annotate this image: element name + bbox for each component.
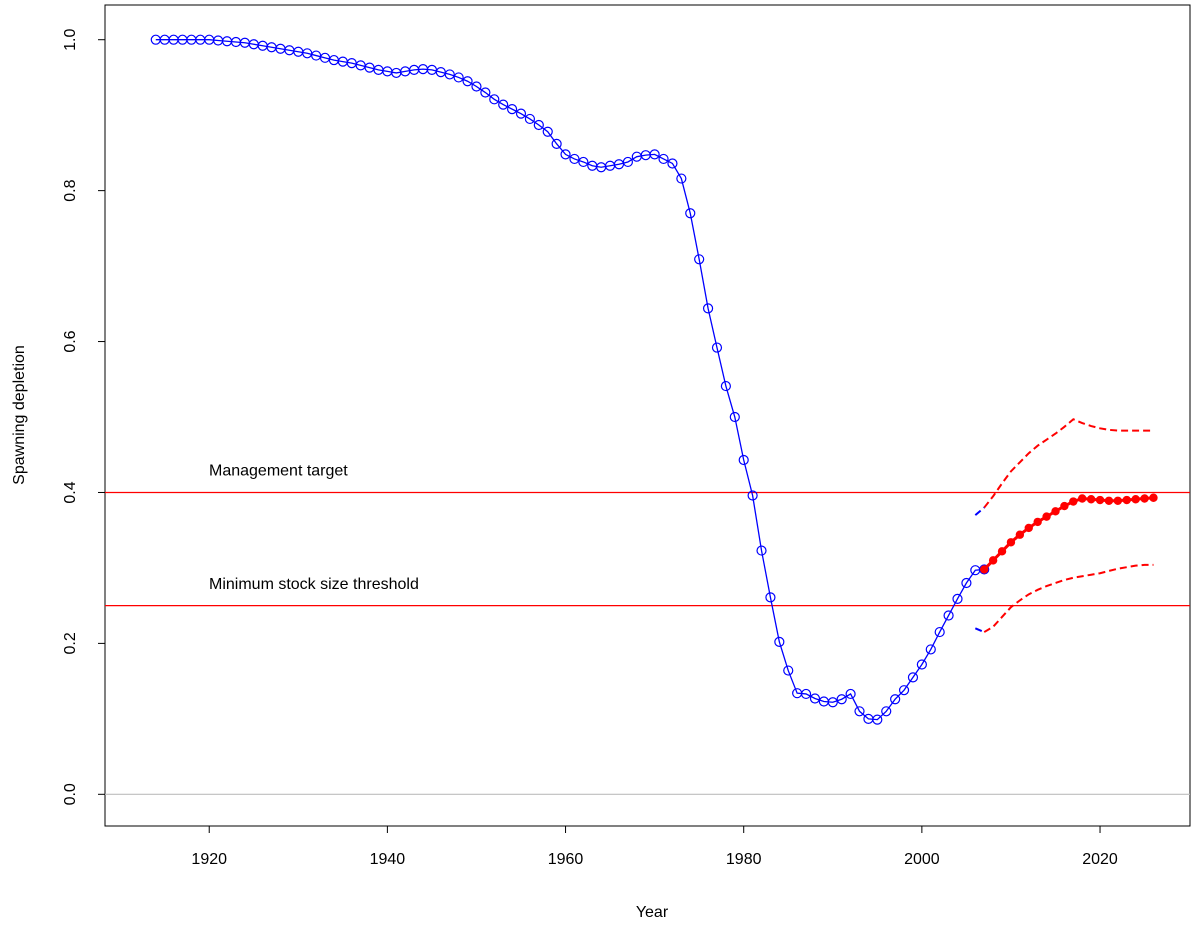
data-point: [676, 173, 687, 184]
y-tick-label: 0.4: [62, 481, 79, 503]
data-point: [578, 156, 589, 168]
data-point: [498, 99, 509, 110]
data-point: [845, 688, 856, 700]
data-point: [854, 706, 865, 717]
data-point: [980, 565, 989, 574]
y-tick-label: 0.2: [62, 632, 79, 654]
data-point: [1015, 530, 1025, 539]
data-point: [551, 138, 562, 149]
data-point: [916, 659, 927, 670]
series-line: [983, 563, 1154, 633]
reference-label: Minimum stock size threshold: [209, 576, 419, 593]
x-tick-label: 2020: [1082, 851, 1118, 868]
data-point: [988, 556, 998, 565]
data-point: [453, 72, 464, 83]
data-point: [898, 685, 910, 696]
reference-label: Management target: [209, 463, 348, 480]
data-point: [560, 149, 571, 160]
data-point: [907, 672, 919, 683]
data-point: [1104, 496, 1114, 505]
data-point: [934, 626, 945, 638]
data-point: [827, 697, 838, 708]
data-point: [524, 113, 536, 125]
data-point: [1122, 495, 1131, 505]
series-line: [983, 418, 1154, 509]
data-point: [694, 254, 705, 265]
data-point: [1140, 494, 1149, 503]
x-axis-label: Year: [636, 904, 669, 921]
data-point: [506, 104, 518, 115]
data-point: [1060, 501, 1069, 511]
y-tick-label: 0.6: [62, 330, 79, 352]
data-point: [1033, 517, 1042, 527]
data-point: [685, 208, 696, 219]
data-point: [1069, 497, 1078, 506]
data-point: [783, 665, 794, 676]
data-point: [489, 94, 500, 105]
data-point: [1024, 523, 1033, 533]
data-point: [667, 158, 678, 169]
data-point: [1113, 496, 1123, 505]
x-tick-label: 1960: [548, 851, 584, 868]
data-point: [1149, 493, 1158, 502]
data-point: [800, 688, 812, 700]
data-point: [836, 694, 847, 705]
y-tick-label: 0.8: [62, 179, 79, 201]
x-tick-label: 1920: [191, 851, 227, 868]
series-line: [974, 627, 985, 633]
series-line: [983, 496, 1154, 571]
data-point: [658, 153, 669, 165]
data-point: [1042, 512, 1051, 521]
data-point: [1131, 495, 1140, 504]
data-point: [738, 454, 749, 466]
data-point: [462, 76, 473, 87]
plot-frame: [104, 4, 1191, 827]
data-point: [649, 149, 660, 160]
data-point: [952, 593, 963, 604]
data-point: [569, 153, 580, 165]
data-point: [729, 411, 740, 423]
data-point: [515, 108, 527, 119]
data-point: [765, 592, 776, 603]
data-point: [1051, 507, 1060, 516]
data-point: [622, 156, 634, 168]
data-point: [925, 644, 936, 655]
data-point: [720, 380, 731, 392]
data-point: [471, 81, 482, 92]
x-tick-label: 1980: [726, 851, 762, 868]
data-point: [533, 119, 544, 131]
y-tick-label: 1.0: [62, 28, 79, 50]
data-point: [1086, 495, 1096, 504]
series-line: [974, 506, 985, 516]
data-point: [1078, 494, 1087, 503]
data-point: [756, 545, 767, 556]
data-point: [702, 303, 714, 314]
data-point: [1006, 538, 1016, 547]
data-point: [1095, 495, 1105, 505]
data-point: [444, 69, 455, 80]
series-line: [155, 39, 985, 721]
y-tick-label: 0.0: [62, 783, 79, 805]
data-point: [979, 564, 990, 575]
data-point: [943, 610, 954, 621]
data-point: [961, 577, 972, 589]
x-tick-label: 1940: [370, 851, 406, 868]
data-point: [542, 126, 553, 137]
y-axis-label: Spawning depletion: [11, 345, 28, 485]
data-point: [890, 694, 901, 705]
data-point: [747, 490, 758, 501]
data-point: [997, 547, 1007, 556]
data-point: [774, 636, 785, 647]
x-tick-label: 2000: [904, 851, 940, 868]
data-point: [872, 714, 883, 725]
data-point: [881, 706, 892, 717]
data-point: [711, 342, 723, 353]
data-point: [480, 87, 491, 98]
data-point: [809, 693, 821, 704]
